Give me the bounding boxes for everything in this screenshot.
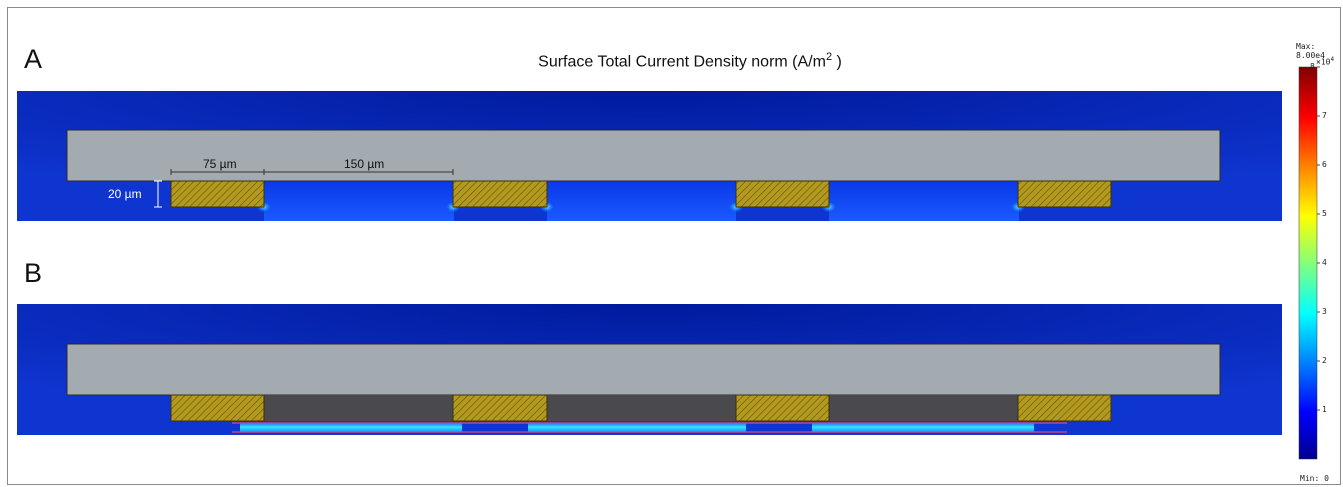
panel-a-electrode-2 bbox=[452, 180, 548, 208]
colorbar-tick-label: 1 bbox=[1322, 405, 1327, 414]
colorbar-tick-label: 6 bbox=[1322, 160, 1327, 169]
colorbar-tick-label: 5 bbox=[1322, 209, 1327, 218]
colorbar bbox=[1298, 66, 1320, 460]
colorbar-tick-label: 3 bbox=[1322, 307, 1327, 316]
colorbar-tick-label: 8 bbox=[1310, 62, 1315, 71]
panel-b bbox=[17, 304, 1282, 435]
colorbar-min-label: Min: 0 bbox=[1300, 474, 1329, 483]
panel-b-electrode-3 bbox=[735, 394, 830, 422]
panel-b-current-band-2 bbox=[528, 423, 746, 432]
panel-b-label: B bbox=[24, 258, 43, 288]
panel-a-label: A bbox=[24, 44, 43, 74]
colorbar-gradient bbox=[1298, 66, 1318, 460]
panel-a-gap-1 bbox=[264, 181, 454, 221]
panel-b-substrate bbox=[66, 343, 1221, 396]
dimension-gap-width-label: 150 µm bbox=[344, 157, 384, 171]
colorbar-exponent-power: 4 bbox=[1330, 56, 1335, 63]
dimension-electrode-height bbox=[154, 180, 162, 208]
panel-b-current-band-3 bbox=[812, 423, 1034, 432]
panel-b-electrode-2 bbox=[452, 394, 548, 422]
figure-frame bbox=[7, 7, 1341, 485]
panel-a-substrate bbox=[66, 129, 1221, 182]
panel-b-electrode-4 bbox=[1017, 394, 1112, 422]
title-close: ) bbox=[832, 53, 842, 71]
panel-a-gap-2 bbox=[547, 181, 736, 221]
title-text: Surface Total Current Density norm (A/m bbox=[538, 53, 826, 71]
panel-a-electrode-1 bbox=[170, 180, 265, 208]
panel-a-gap-3 bbox=[829, 181, 1019, 221]
figure-title: Surface Total Current Density norm (A/m2… bbox=[0, 51, 1343, 71]
dimension-electrode-width-label: 75 µm bbox=[203, 157, 237, 171]
colorbar-max-label: Max: 8.00e4 bbox=[1296, 42, 1325, 60]
panel-b-dielectric-2 bbox=[547, 395, 736, 421]
colorbar-exponent-base: ×10 bbox=[1316, 57, 1331, 67]
panel-b-current-band-1 bbox=[240, 423, 462, 432]
colorbar-ticks bbox=[1317, 66, 1320, 411]
dimension-gap-width bbox=[264, 169, 454, 175]
colorbar-tick-label: 7 bbox=[1322, 111, 1327, 120]
title-superscript: 2 bbox=[825, 51, 833, 63]
panel-b-electrode-1 bbox=[170, 394, 265, 422]
panel-b-dielectric-3 bbox=[829, 395, 1018, 421]
colorbar-tick-label: 2 bbox=[1322, 356, 1327, 365]
colorbar-exponent: ×104 bbox=[1316, 56, 1334, 67]
dimension-electrode-height-label: 20 µm bbox=[108, 187, 142, 201]
panel-a: 75 µm 150 µm 20 µm bbox=[17, 91, 1282, 221]
panel-a-electrode-4 bbox=[1017, 180, 1112, 208]
panel-a-electrode-3 bbox=[735, 180, 830, 208]
panel-b-dielectric-1 bbox=[264, 395, 453, 421]
colorbar-tick-label: 4 bbox=[1322, 258, 1327, 267]
